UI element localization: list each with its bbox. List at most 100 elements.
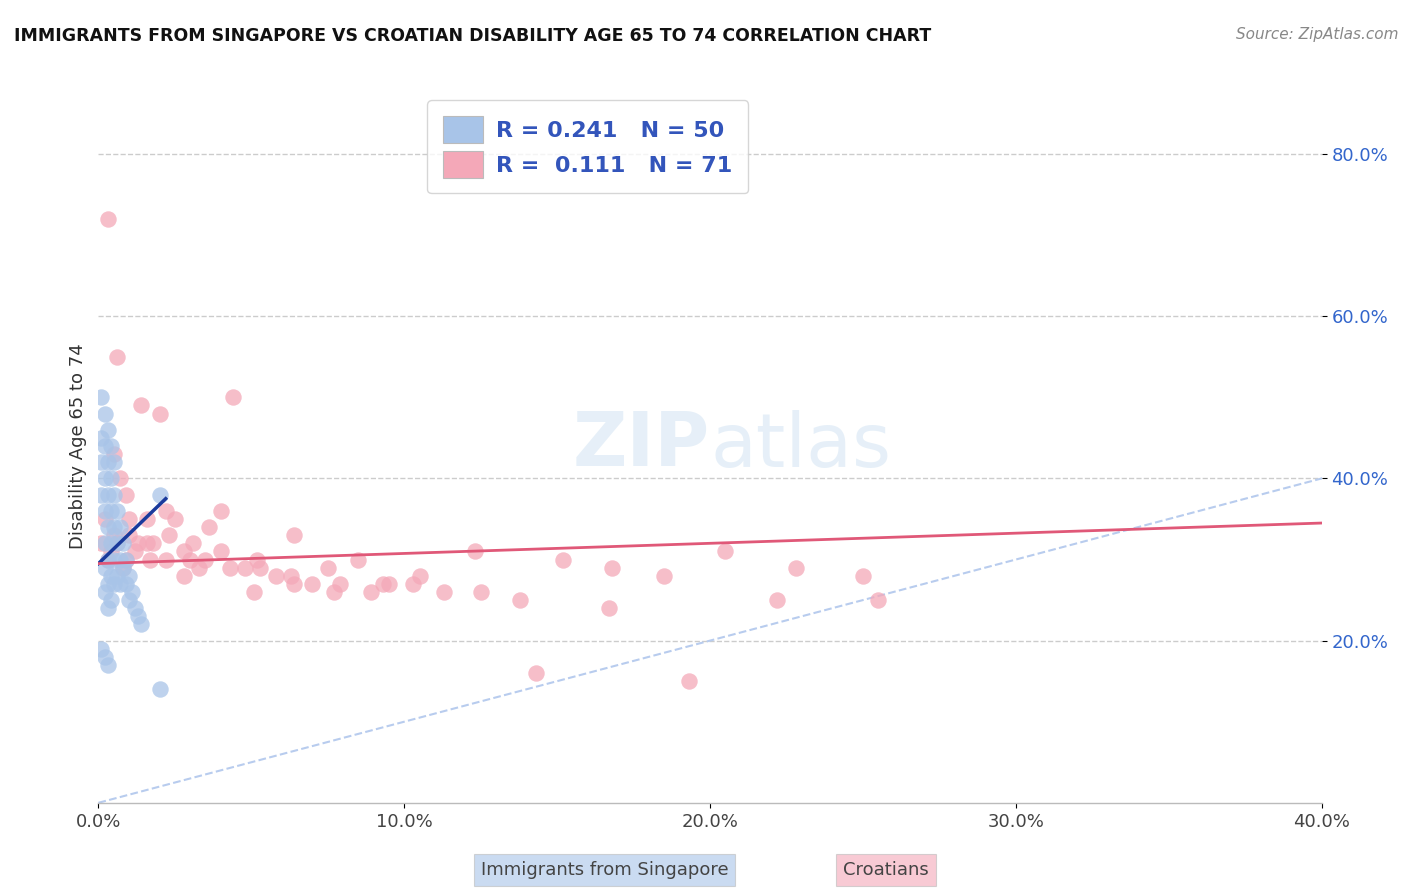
Point: [347, 552, 370, 566]
Point: [283, 577, 305, 591]
Y-axis label: Disability Age 65 to 74: Disability Age 65 to 74: [69, 343, 87, 549]
Point: [93, 407, 115, 421]
Point: [766, 593, 789, 607]
Point: [111, 560, 134, 574]
Point: [264, 568, 287, 582]
Point: [149, 488, 172, 502]
Text: Croatians: Croatians: [844, 861, 928, 879]
Point: [408, 568, 430, 582]
Point: [103, 455, 125, 469]
Point: [118, 568, 141, 582]
Text: atlas: atlas: [710, 409, 891, 483]
Point: [115, 552, 138, 566]
Point: [103, 488, 125, 502]
Point: [97, 552, 120, 566]
Point: [249, 560, 271, 574]
Text: Source: ZipAtlas.com: Source: ZipAtlas.com: [1236, 27, 1399, 42]
Point: [100, 568, 122, 582]
Text: IMMIGRANTS FROM SINGAPORE VS CROATIAN DISABILITY AGE 65 TO 74 CORRELATION CHART: IMMIGRANTS FROM SINGAPORE VS CROATIAN DI…: [14, 27, 931, 45]
Point: [93, 585, 115, 599]
Point: [433, 585, 456, 599]
Point: [111, 560, 134, 574]
Point: [598, 601, 620, 615]
Point: [553, 552, 575, 566]
Point: [97, 657, 120, 672]
Point: [105, 536, 128, 550]
Point: [105, 350, 128, 364]
Point: [142, 536, 165, 550]
Point: [283, 528, 305, 542]
Point: [97, 577, 120, 591]
Point: [105, 504, 128, 518]
Point: [246, 552, 269, 566]
Point: [652, 568, 675, 582]
Point: [100, 544, 122, 558]
Point: [209, 544, 232, 558]
Point: [103, 520, 125, 534]
Point: [97, 520, 120, 534]
Point: [155, 504, 177, 518]
Point: [118, 593, 141, 607]
Point: [378, 577, 401, 591]
Point: [93, 649, 115, 664]
Point: [93, 560, 115, 574]
Point: [100, 504, 122, 518]
Point: [111, 536, 134, 550]
Point: [329, 577, 352, 591]
Point: [852, 568, 875, 582]
Point: [280, 568, 302, 582]
Point: [124, 544, 146, 558]
Point: [93, 536, 115, 550]
Point: [105, 568, 128, 582]
Point: [194, 552, 217, 566]
Point: [115, 577, 138, 591]
Point: [124, 601, 146, 615]
Point: [600, 560, 623, 574]
Point: [97, 552, 120, 566]
Point: [100, 439, 122, 453]
Point: [524, 666, 547, 681]
Point: [243, 585, 266, 599]
Legend: R = 0.241   N = 50, R =  0.111   N = 71: R = 0.241 N = 50, R = 0.111 N = 71: [427, 100, 748, 194]
Point: [509, 593, 531, 607]
Point: [136, 512, 159, 526]
Point: [97, 601, 120, 615]
Point: [714, 544, 737, 558]
Point: [149, 682, 172, 697]
Point: [785, 560, 807, 574]
Point: [121, 585, 143, 599]
Point: [97, 211, 120, 226]
Point: [100, 471, 122, 485]
Point: [316, 560, 339, 574]
Point: [93, 504, 115, 518]
Point: [179, 552, 201, 566]
Point: [464, 544, 486, 558]
Point: [118, 512, 141, 526]
Point: [139, 552, 162, 566]
Point: [371, 577, 394, 591]
Point: [115, 488, 138, 502]
Text: ZIP: ZIP: [572, 409, 710, 483]
Point: [118, 528, 141, 542]
Point: [103, 552, 125, 566]
Point: [129, 399, 152, 413]
Point: [97, 488, 120, 502]
Point: [301, 577, 323, 591]
Point: [157, 528, 180, 542]
Point: [115, 552, 138, 566]
Point: [90, 488, 112, 502]
Point: [108, 471, 131, 485]
Point: [127, 609, 149, 624]
Point: [402, 577, 425, 591]
Point: [90, 455, 112, 469]
Point: [93, 471, 115, 485]
Point: [322, 585, 344, 599]
Point: [209, 504, 232, 518]
Point: [93, 439, 115, 453]
Point: [97, 423, 120, 437]
Point: [127, 536, 149, 550]
Text: Immigrants from Singapore: Immigrants from Singapore: [481, 861, 728, 879]
Point: [163, 512, 186, 526]
Point: [470, 585, 492, 599]
Point: [103, 528, 125, 542]
